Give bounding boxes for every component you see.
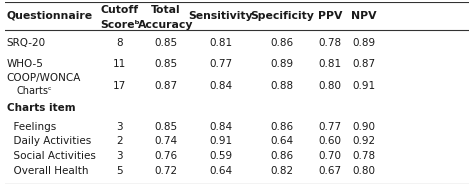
Text: 0.87: 0.87 xyxy=(352,59,375,69)
Text: Specificity: Specificity xyxy=(250,11,314,21)
Text: PPV: PPV xyxy=(318,11,342,21)
Text: Daily Activities: Daily Activities xyxy=(7,136,91,146)
Text: Sensitivity: Sensitivity xyxy=(189,11,253,21)
Text: Social Activities: Social Activities xyxy=(7,151,95,161)
Text: Questionnaire: Questionnaire xyxy=(7,11,93,21)
Text: Total: Total xyxy=(151,5,181,15)
Text: 0.70: 0.70 xyxy=(319,151,341,161)
Text: 3: 3 xyxy=(117,151,123,161)
Text: 0.84: 0.84 xyxy=(209,122,232,132)
Text: 0.77: 0.77 xyxy=(319,122,341,132)
Text: 0.64: 0.64 xyxy=(271,136,294,146)
Text: 0.81: 0.81 xyxy=(319,59,341,69)
Text: 0.85: 0.85 xyxy=(155,38,178,48)
Text: 0.86: 0.86 xyxy=(271,122,294,132)
Text: 0.77: 0.77 xyxy=(209,59,232,69)
Text: 0.67: 0.67 xyxy=(319,166,341,176)
Text: 0.84: 0.84 xyxy=(209,81,232,91)
Text: Chartsᶜ: Chartsᶜ xyxy=(17,86,53,96)
Text: 0.76: 0.76 xyxy=(155,151,178,161)
Text: 3: 3 xyxy=(117,122,123,132)
Text: 0.91: 0.91 xyxy=(209,136,232,146)
Text: 0.91: 0.91 xyxy=(352,81,375,91)
Text: 0.92: 0.92 xyxy=(352,136,375,146)
Text: Accuracy: Accuracy xyxy=(138,20,194,30)
Text: WHO-5: WHO-5 xyxy=(7,59,44,69)
Text: 0.82: 0.82 xyxy=(271,166,294,176)
Text: Charts item: Charts item xyxy=(7,103,75,113)
Text: Scoreᵇ: Scoreᵇ xyxy=(100,20,139,30)
Text: 0.89: 0.89 xyxy=(352,38,375,48)
Text: 0.90: 0.90 xyxy=(352,122,375,132)
Text: 0.89: 0.89 xyxy=(271,59,294,69)
Text: 2: 2 xyxy=(117,136,123,146)
Text: 0.81: 0.81 xyxy=(209,38,232,48)
Text: 8: 8 xyxy=(117,38,123,48)
Text: Feelings: Feelings xyxy=(7,122,56,132)
Text: 0.64: 0.64 xyxy=(209,166,232,176)
Text: SRQ-20: SRQ-20 xyxy=(7,38,46,48)
Text: 0.86: 0.86 xyxy=(271,151,294,161)
Text: 0.59: 0.59 xyxy=(209,151,232,161)
Text: 0.78: 0.78 xyxy=(352,151,375,161)
Text: COOP/WONCA: COOP/WONCA xyxy=(7,73,81,83)
Text: NPV: NPV xyxy=(351,11,376,21)
Text: 5: 5 xyxy=(117,166,123,176)
Text: 11: 11 xyxy=(113,59,127,69)
Text: 0.72: 0.72 xyxy=(155,166,178,176)
Text: Cutoff: Cutoff xyxy=(100,5,139,15)
Text: 0.60: 0.60 xyxy=(319,136,341,146)
Text: 0.85: 0.85 xyxy=(155,122,178,132)
Text: 0.88: 0.88 xyxy=(271,81,294,91)
Text: 0.87: 0.87 xyxy=(155,81,178,91)
Text: 0.85: 0.85 xyxy=(155,59,178,69)
Text: 0.74: 0.74 xyxy=(155,136,178,146)
Text: 0.86: 0.86 xyxy=(271,38,294,48)
Text: 17: 17 xyxy=(113,81,127,91)
Text: 0.80: 0.80 xyxy=(352,166,375,176)
Text: 0.80: 0.80 xyxy=(319,81,341,91)
Text: 0.78: 0.78 xyxy=(319,38,341,48)
Text: Overall Health: Overall Health xyxy=(7,166,88,176)
